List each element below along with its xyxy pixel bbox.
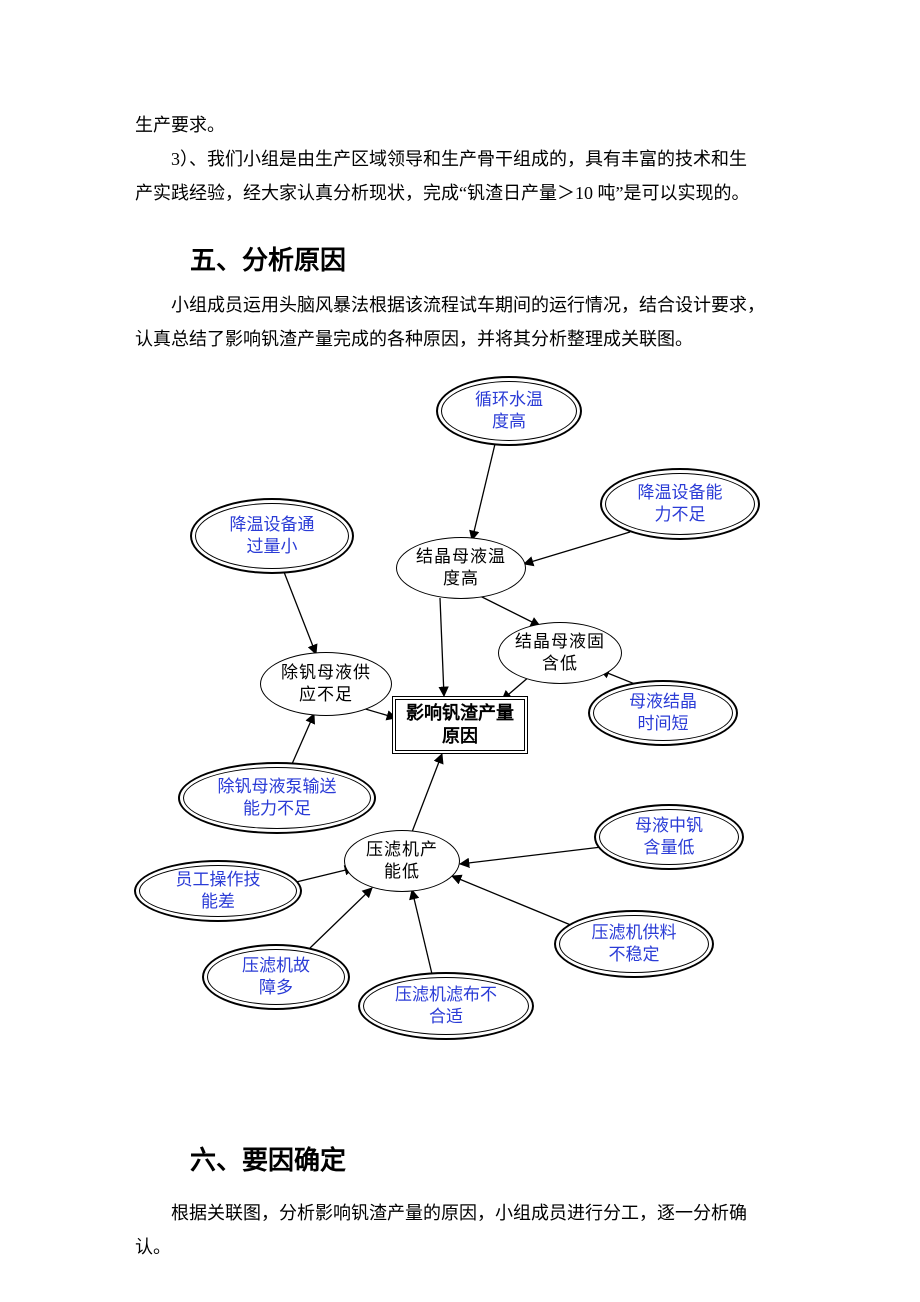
outer-node-o_fault: 压滤机故 障多 [202, 944, 350, 1010]
section-6-p2: 认。 [135, 1230, 795, 1264]
outer-node-o_cool_flow: 降温设备通 过量小 [190, 498, 354, 574]
inner-node-i_supply: 除钒母液供 应不足 [260, 652, 392, 716]
inner-node-i_press_low: 压滤机产 能低 [344, 830, 460, 892]
outer-node-o_water_high: 循环水温 度高 [436, 376, 582, 446]
edge-o_v_low-i_press_low [460, 846, 610, 864]
edge-o_cool_flow-i_supply [284, 572, 316, 654]
edge-o_feed-i_press_low [452, 876, 578, 928]
section-6-p1: 根据关联图，分析影响钒渣产量的原因，小组成员进行分工，逐一分析确 [135, 1196, 795, 1230]
edge-i_press_low-center [412, 754, 442, 832]
section-6-title: 六、要因确定 [190, 1140, 346, 1177]
section-5-p2: 认真总结了影响钒渣产量完成的各种原因，并将其分析整理成关联图。 [135, 322, 795, 356]
edge-o_cloth-i_press_low [412, 890, 432, 974]
inner-node-i_muye_high: 结晶母液温 度高 [396, 537, 526, 599]
document-page: 生产要求。 3）、我们小组是由生产区域领导和生产骨干组成的，具有丰富的技术和生 … [0, 0, 920, 1302]
edge-o_fault-i_press_low [310, 888, 372, 948]
edge-i_supply-center [362, 708, 396, 718]
outer-node-o_skill: 员工操作技 能差 [134, 860, 302, 922]
paragraph-top-line1: 生产要求。 [135, 108, 795, 142]
outer-node-o_cloth: 压滤机滤布不 合适 [358, 972, 534, 1040]
edge-o_water_high-i_muye_high [472, 444, 495, 540]
edge-i_muye_high-i_muye_solid [480, 596, 540, 626]
outer-node-o_crys_short: 母液结晶 时间短 [588, 680, 738, 746]
inner-node-i_muye_solid: 结晶母液固 含低 [498, 622, 622, 684]
paragraph-top-line2: 3）、我们小组是由生产区域领导和生产骨干组成的，具有丰富的技术和生 [135, 142, 795, 176]
outer-node-o_feed: 压滤机供料 不稳定 [554, 910, 714, 978]
paragraph-top-line3: 产实践经验，经大家认真分析现状，完成“钒渣日产量＞10 吨”是可以实现的。 [135, 176, 795, 210]
outer-node-o_pump: 除钒母液泵输送 能力不足 [178, 762, 376, 834]
edge-i_muye_high-center [440, 598, 444, 696]
edge-o_pump-i_supply [292, 714, 314, 764]
relation-diagram: 影响钒渣产量 原因 结晶母液温 度高结晶母液固 含低 除钒母液供 应不足压滤机产 能… [130, 370, 790, 1070]
edge-o_cool_cap-i_muye_high [524, 532, 630, 564]
outer-node-o_cool_cap: 降温设备能 力不足 [600, 468, 760, 540]
center-node: 影响钒渣产量 原因 [392, 696, 528, 754]
outer-node-o_v_low: 母液中钒 含量低 [594, 804, 744, 870]
section-5-title: 五、分析原因 [190, 240, 346, 277]
section-5-p1: 小组成员运用头脑风暴法根据该流程试车期间的运行情况，结合设计要求， [135, 288, 795, 322]
